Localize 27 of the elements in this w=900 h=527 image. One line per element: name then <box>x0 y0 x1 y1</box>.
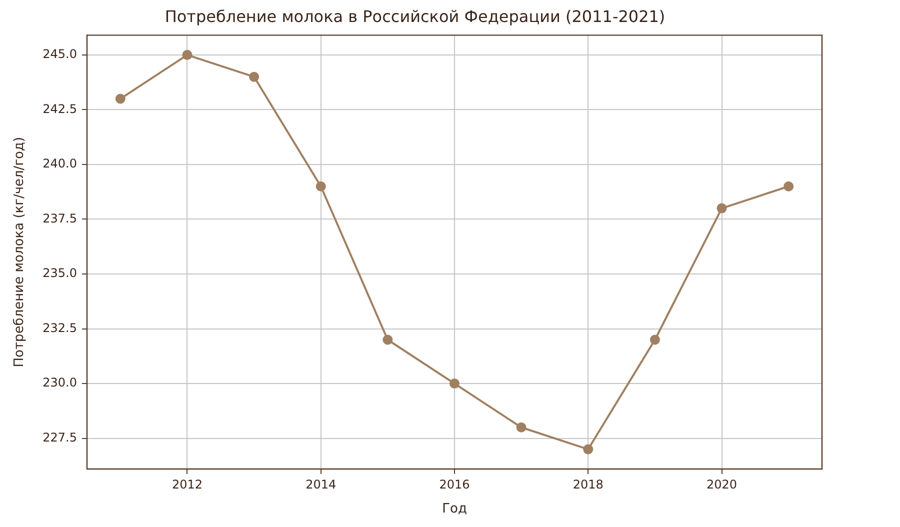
point <box>650 334 660 345</box>
point <box>516 422 526 432</box>
point <box>316 181 326 192</box>
point <box>716 203 727 214</box>
y-tick-label: 227.5 <box>42 430 77 444</box>
chart-title: Потребление молока в Российской Федерации (2011-2021) <box>164 6 666 26</box>
point <box>382 334 393 345</box>
y-axis-title: Потребление молока (кг/чел/год) <box>12 136 28 368</box>
x-tick-label: 2018 <box>572 477 604 492</box>
point <box>115 94 126 104</box>
y-tick-label: 237.5 <box>42 211 77 226</box>
y-tick-label: 245.0 <box>42 47 77 62</box>
point <box>249 72 260 82</box>
x-tick-label: 2012 <box>172 477 202 492</box>
y-tick-label: 232.5 <box>42 320 77 335</box>
x-tick-label: 2020 <box>706 477 738 492</box>
x-tick-label: 2016 <box>439 477 470 492</box>
y-tick-label: 230.0 <box>42 376 77 390</box>
point <box>583 444 594 454</box>
y-tick-label: 242.5 <box>42 102 77 116</box>
x-axis-title: Год <box>442 502 467 517</box>
point <box>182 50 192 60</box>
y-tick-label: 235.0 <box>42 266 77 280</box>
point <box>784 181 794 192</box>
y-tick-label: 240.0 <box>42 156 77 171</box>
x-tick-label: 2014 <box>306 477 336 492</box>
point <box>450 378 460 389</box>
